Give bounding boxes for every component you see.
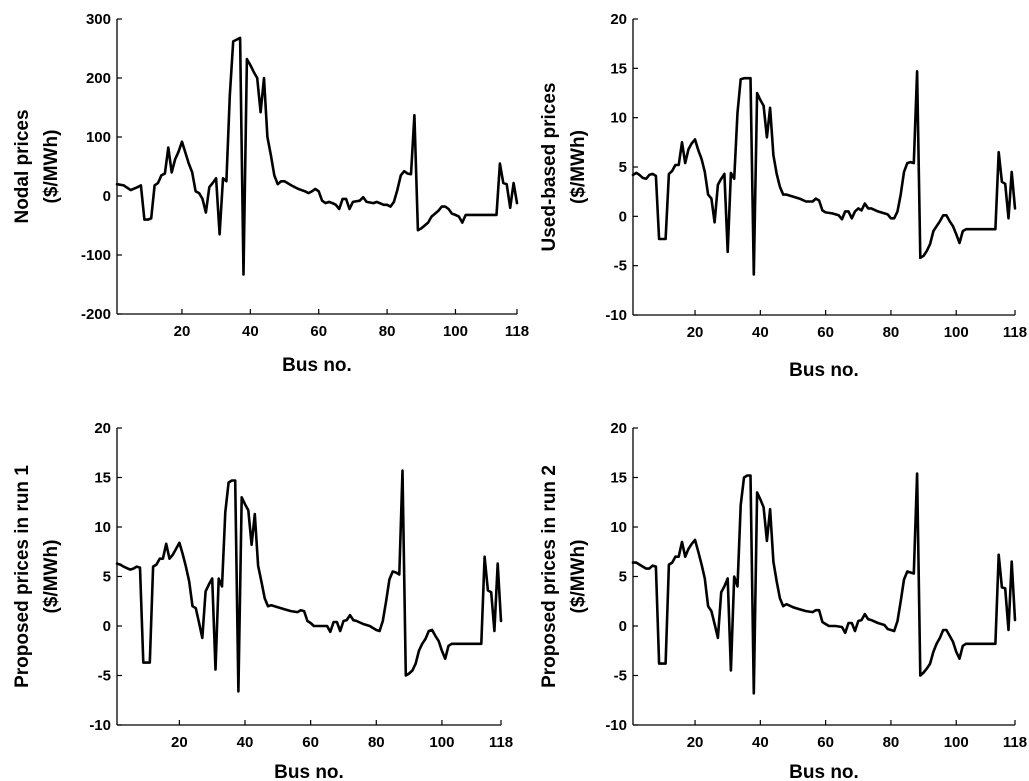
y-tick-label: 15 <box>94 470 111 487</box>
y-axis-title: ($/MWh) <box>568 130 589 204</box>
y-tick-label: 100 <box>86 129 111 146</box>
y-tick-label: 300 <box>86 11 111 28</box>
x-axis-title: Bus no. <box>789 360 859 381</box>
x-tick-label: 100 <box>429 734 454 751</box>
x-tick-label: 20 <box>174 323 191 340</box>
x-tick-label: 60 <box>817 324 834 341</box>
x-tick-label: 20 <box>687 734 704 751</box>
y-tick-label: -5 <box>98 668 111 685</box>
y-tick-label: 10 <box>610 519 627 536</box>
series-line <box>115 469 503 693</box>
y-axis-title: Used-based prices <box>539 83 560 252</box>
y-tick-label: 0 <box>103 188 111 205</box>
x-tick-label: 80 <box>883 324 900 341</box>
chart-panel-2: -10 -5 0 5 10 15 20 20 40 60 80 100 118 Bus no. Used-b… <box>539 11 1027 381</box>
y-tick-label: -10 <box>605 717 627 734</box>
x-tick-label: 100 <box>443 323 468 340</box>
y-tick-label: -5 <box>614 258 627 275</box>
y-tick-label: -100 <box>81 247 111 264</box>
y-axis-title: ($/MWh) <box>568 540 589 614</box>
y-tick-label: 15 <box>610 60 627 77</box>
x-axis-title: Bus no. <box>789 762 859 781</box>
series-line <box>631 472 1017 695</box>
x-tick-label: 118 <box>505 323 529 340</box>
y-tick-label: -10 <box>89 717 111 734</box>
y-axis-title: ($/MWh) <box>41 540 62 614</box>
chart-panel-3: -10 -5 0 5 10 15 20 20 40 60 80 100 118 Bus no. Propos… <box>12 420 513 781</box>
x-tick-label: 20 <box>171 734 188 751</box>
x-tick-label: 100 <box>944 324 969 341</box>
x-tick-label: 40 <box>237 734 254 751</box>
y-tick-label: -200 <box>81 306 111 323</box>
x-tick-label: 60 <box>817 734 834 751</box>
y-tick-label: 5 <box>619 159 627 176</box>
x-axis-title: Bus no. <box>282 355 352 376</box>
x-tick-label: 118 <box>489 734 513 751</box>
y-tick-label: 20 <box>610 420 627 437</box>
x-axis-title: Bus no. <box>274 762 344 781</box>
x-tick-label: 118 <box>1003 734 1027 751</box>
series-line <box>115 36 519 276</box>
y-tick-label: -10 <box>605 307 627 324</box>
y-axis-title: Nodal prices <box>12 109 33 223</box>
y-tick-label: 0 <box>103 618 111 635</box>
y-tick-label: 10 <box>94 519 111 536</box>
y-tick-label: 5 <box>619 569 627 586</box>
x-tick-label: 20 <box>687 324 704 341</box>
x-tick-label: 100 <box>944 734 969 751</box>
chart-panel-4: -10 -5 0 5 10 15 20 20 40 60 80 100 118 Bus no. Propos… <box>539 420 1027 781</box>
y-tick-label: 20 <box>94 420 111 437</box>
y-axis-title: ($/MWh) <box>41 130 62 204</box>
series-line <box>631 70 1017 276</box>
x-tick-label: 60 <box>302 734 319 751</box>
y-tick-label: 15 <box>610 470 627 487</box>
x-tick-label: 40 <box>752 734 769 751</box>
x-tick-label: 80 <box>368 734 385 751</box>
x-tick-label: 80 <box>883 734 900 751</box>
y-tick-label: -5 <box>614 668 627 685</box>
x-tick-label: 40 <box>752 324 769 341</box>
y-tick-label: 0 <box>619 208 627 225</box>
x-tick-label: 118 <box>1003 324 1027 341</box>
x-tick-label: 40 <box>242 323 259 340</box>
y-tick-label: 20 <box>610 11 627 28</box>
y-axis-title: Proposed prices in run 2 <box>539 465 560 688</box>
y-tick-label: 5 <box>103 569 111 586</box>
chart-panel-1: -200 -100 0 100 200 300 20 40 60 80 100 118 Bus no. N… <box>12 11 529 376</box>
y-tick-label: 0 <box>619 618 627 635</box>
x-tick-label: 60 <box>310 323 327 340</box>
y-axis-title: Proposed prices in run 1 <box>12 465 33 688</box>
x-tick-label: 80 <box>379 323 396 340</box>
y-tick-label: 200 <box>86 70 111 87</box>
y-tick-label: 10 <box>610 110 627 127</box>
